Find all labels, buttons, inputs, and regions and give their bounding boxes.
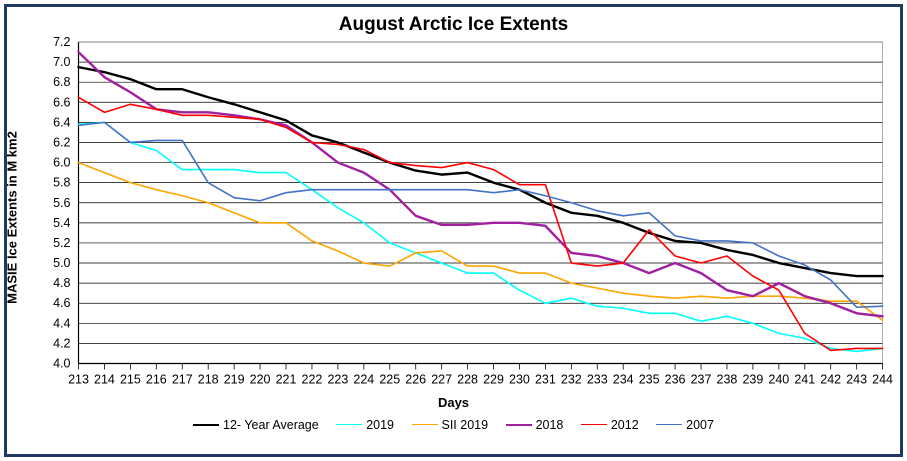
svg-text:6.2: 6.2 (53, 135, 70, 149)
svg-text:241: 241 (794, 373, 815, 387)
svg-text:239: 239 (742, 373, 763, 387)
svg-text:216: 216 (146, 373, 167, 387)
svg-text:5.4: 5.4 (53, 216, 70, 230)
svg-text:219: 219 (224, 373, 245, 387)
svg-text:229: 229 (483, 373, 504, 387)
svg-text:242: 242 (820, 373, 841, 387)
svg-text:233: 233 (587, 373, 608, 387)
svg-text:218: 218 (198, 373, 219, 387)
svg-text:223: 223 (327, 373, 348, 387)
svg-text:230: 230 (509, 373, 530, 387)
svg-text:4.6: 4.6 (53, 296, 70, 310)
svg-text:6.4: 6.4 (53, 115, 70, 129)
svg-text:221: 221 (276, 373, 297, 387)
svg-text:6.0: 6.0 (53, 156, 70, 170)
svg-text:4.2: 4.2 (53, 336, 70, 350)
svg-text:244: 244 (872, 373, 893, 387)
svg-text:4.4: 4.4 (53, 316, 70, 330)
svg-text:214: 214 (94, 373, 115, 387)
svg-text:232: 232 (561, 373, 582, 387)
svg-text:6.6: 6.6 (53, 95, 70, 109)
svg-text:231: 231 (535, 373, 556, 387)
svg-text:5.8: 5.8 (53, 176, 70, 190)
svg-text:228: 228 (457, 373, 478, 387)
svg-text:236: 236 (665, 373, 686, 387)
svg-text:243: 243 (846, 373, 867, 387)
svg-text:225: 225 (379, 373, 400, 387)
svg-text:5.0: 5.0 (53, 256, 70, 270)
svg-text:5.2: 5.2 (53, 236, 70, 250)
svg-text:238: 238 (717, 373, 738, 387)
svg-text:4.0: 4.0 (53, 357, 70, 371)
svg-text:217: 217 (172, 373, 193, 387)
svg-text:6.8: 6.8 (53, 75, 70, 89)
svg-text:224: 224 (353, 373, 374, 387)
svg-text:234: 234 (613, 373, 634, 387)
svg-text:240: 240 (768, 373, 789, 387)
svg-text:213: 213 (68, 373, 89, 387)
svg-text:4.8: 4.8 (53, 276, 70, 290)
svg-text:235: 235 (639, 373, 660, 387)
svg-text:220: 220 (250, 373, 271, 387)
svg-text:215: 215 (120, 373, 141, 387)
svg-text:222: 222 (302, 373, 323, 387)
svg-text:7.2: 7.2 (53, 35, 70, 49)
svg-text:227: 227 (431, 373, 452, 387)
svg-text:226: 226 (405, 373, 426, 387)
svg-text:5.6: 5.6 (53, 196, 70, 210)
svg-text:237: 237 (691, 373, 712, 387)
svg-text:7.0: 7.0 (53, 55, 70, 69)
